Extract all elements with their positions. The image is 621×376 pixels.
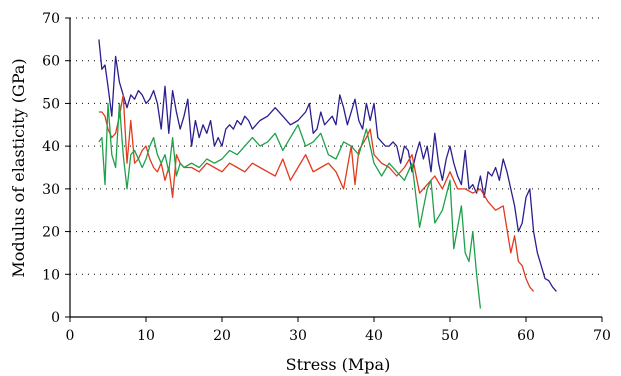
tick-labels: 0 10 20 30 40 50 60 70 0 10 20 30 40 50 60 70 bbox=[42, 11, 611, 344]
series-line-2 bbox=[98, 94, 535, 292]
axes bbox=[65, 17, 603, 322]
series-line-3 bbox=[98, 102, 482, 309]
x-axis-label: Stress (Mpa) bbox=[286, 355, 391, 374]
y-tick-label: 30 bbox=[42, 182, 60, 198]
y-tick-label: 50 bbox=[42, 96, 60, 112]
x-tick-label: 60 bbox=[517, 328, 535, 344]
x-tick-label: 10 bbox=[137, 328, 155, 344]
y-tick-label: 0 bbox=[51, 310, 60, 326]
x-tick-label: 30 bbox=[289, 328, 307, 344]
x-tick-label: 50 bbox=[441, 328, 459, 344]
y-tick-label: 20 bbox=[42, 225, 60, 241]
x-tick-label: 20 bbox=[213, 328, 231, 344]
y-axis-label: Modulus of elasticity (GPa) bbox=[9, 58, 28, 277]
series-lines bbox=[98, 39, 557, 309]
y-tick-label: 10 bbox=[42, 267, 60, 283]
series-line-1 bbox=[98, 39, 557, 292]
x-tick-label: 70 bbox=[593, 328, 611, 344]
y-tick-label: 40 bbox=[42, 139, 60, 155]
y-tick-label: 60 bbox=[42, 54, 60, 70]
y-tick-label: 70 bbox=[42, 11, 60, 27]
x-tick-label: 40 bbox=[365, 328, 383, 344]
x-tick-label: 0 bbox=[66, 328, 75, 344]
